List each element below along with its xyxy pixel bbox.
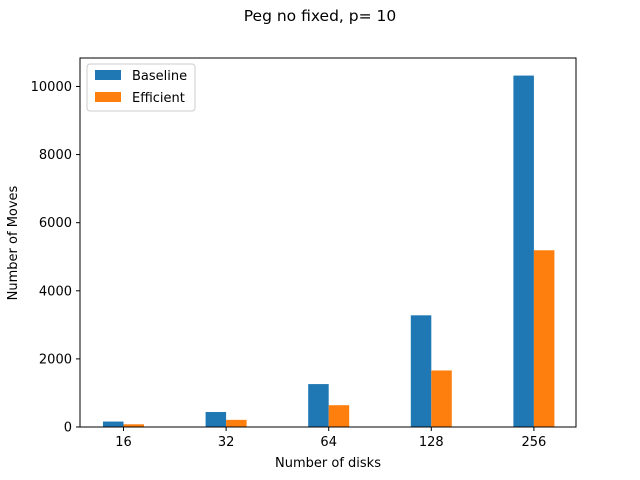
- x-tick-label: 256: [521, 435, 546, 450]
- bar-efficient-32: [226, 419, 247, 427]
- y-tick-label: 6000: [39, 216, 72, 231]
- bar-efficient-16: [123, 424, 144, 427]
- legend-swatch-baseline: [95, 70, 121, 80]
- y-axis-ticks: 0 2000 4000 6000 8000 10000: [31, 80, 80, 436]
- bar-efficient-256: [533, 250, 555, 427]
- bar-baseline-64: [308, 384, 329, 427]
- x-tick-label: 64: [320, 435, 337, 450]
- x-tick-label: 128: [419, 435, 444, 450]
- y-axis-label: Number of Moves: [6, 185, 21, 300]
- x-tick-label: 16: [115, 435, 132, 450]
- legend: Baseline Efficient: [86, 63, 196, 112]
- bar-baseline-128: [410, 315, 432, 427]
- chart-title: Peg no fixed, p= 10: [244, 7, 397, 25]
- y-tick-label: 2000: [39, 352, 72, 367]
- y-tick-label: 8000: [39, 148, 72, 163]
- legend-swatch-efficient: [95, 92, 121, 102]
- bars-layer: [103, 75, 555, 427]
- bar-baseline-32: [205, 412, 227, 427]
- bar-efficient-128: [431, 370, 452, 427]
- legend-label-baseline: Baseline: [132, 69, 187, 84]
- y-tick-label: 4000: [39, 284, 72, 299]
- bar-efficient-64: [328, 405, 350, 427]
- bar-baseline-16: [103, 421, 124, 427]
- y-tick-label: 0: [64, 421, 72, 436]
- bar-baseline-256: [513, 75, 534, 427]
- y-tick-label: 10000: [31, 80, 72, 95]
- x-axis-ticks: 16 32 64 128 256: [115, 427, 546, 450]
- legend-label-efficient: Efficient: [132, 91, 185, 106]
- x-axis-label: Number of disks: [275, 456, 381, 471]
- plot-frame: [79, 57, 577, 428]
- x-tick-label: 32: [218, 435, 235, 450]
